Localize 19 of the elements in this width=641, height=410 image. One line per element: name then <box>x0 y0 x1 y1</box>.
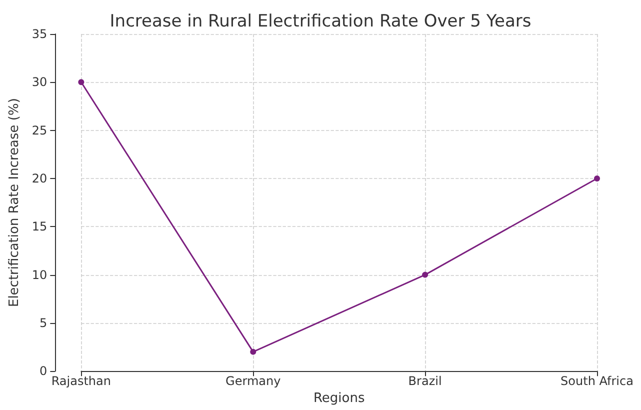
x-tick-label: Rajasthan <box>51 374 111 388</box>
point <box>250 348 256 355</box>
y-axis-title: Electrification Rate Increase (%) <box>7 98 22 308</box>
point <box>594 175 600 182</box>
y-tick-label: 35 <box>32 27 48 41</box>
y-tick-label: 30 <box>32 75 48 90</box>
y-tick-label: 25 <box>32 123 48 138</box>
y-tick-label: 15 <box>32 220 48 234</box>
y-tick-label: 5 <box>40 316 48 330</box>
chart-title: Increase in Rural Electrification Rate Over 5 Years <box>110 12 532 32</box>
point <box>78 79 84 86</box>
x-tick-label: South Africa <box>560 374 634 388</box>
x-tick-label: Germany <box>226 374 281 388</box>
x-tick-label: Brazil <box>408 374 442 388</box>
point <box>422 272 428 278</box>
x-axis-title: Regions <box>313 391 365 406</box>
y-tick-label: 0 <box>40 364 48 378</box>
y-tick-label: 10 <box>32 268 48 282</box>
y-tick-label: 20 <box>32 171 48 186</box>
